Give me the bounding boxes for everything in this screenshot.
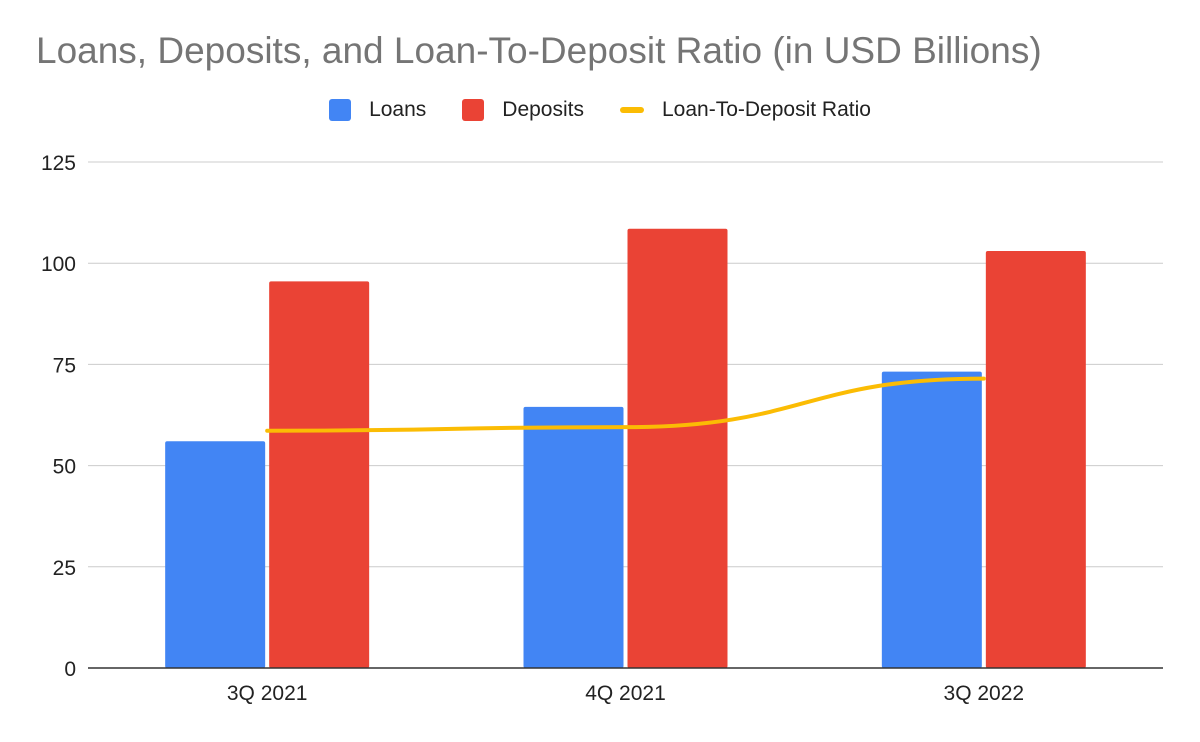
line-loan-to-deposit-ratio: [265, 376, 986, 433]
bar-loans-2: [881, 371, 982, 668]
legend-label-ratio: Loan-To-Deposit Ratio: [661, 98, 871, 121]
y-tick-label: 100: [41, 253, 76, 276]
legend-label-loans: Loans: [369, 98, 427, 121]
legend: Loans Deposits Loan-To-Deposit Ratio: [0, 98, 1200, 122]
y-tick-label: 50: [53, 456, 76, 479]
legend-swatch-loans: [329, 99, 352, 121]
bar-deposits-1: [627, 228, 728, 669]
x-tick-label: 3Q 2022: [944, 682, 1025, 705]
legend-item-ratio: Loan-To-Deposit Ratio: [619, 98, 871, 122]
legend-item-loans: Loans: [329, 98, 426, 122]
x-tick-label: 3Q 2021: [227, 682, 308, 705]
legend-swatch-deposits: [462, 99, 485, 121]
y-tick-label: 25: [53, 557, 76, 580]
y-tick-label: 0: [64, 658, 76, 681]
chart-title: Loans, Deposits, and Loan-To-Deposit Rat…: [36, 30, 1042, 71]
legend-label-deposits: Deposits: [502, 98, 584, 121]
legend-item-deposits: Deposits: [462, 98, 584, 122]
bar-loans-1: [523, 406, 624, 668]
x-tick-label: 4Q 2021: [585, 682, 666, 705]
bar-deposits-2: [985, 251, 1086, 668]
legend-swatch-ratio: [619, 107, 644, 113]
y-tick-label: 75: [53, 354, 76, 377]
bar-deposits-0: [269, 281, 370, 668]
y-tick-label: 125: [41, 152, 76, 175]
bar-loans-0: [165, 441, 266, 668]
